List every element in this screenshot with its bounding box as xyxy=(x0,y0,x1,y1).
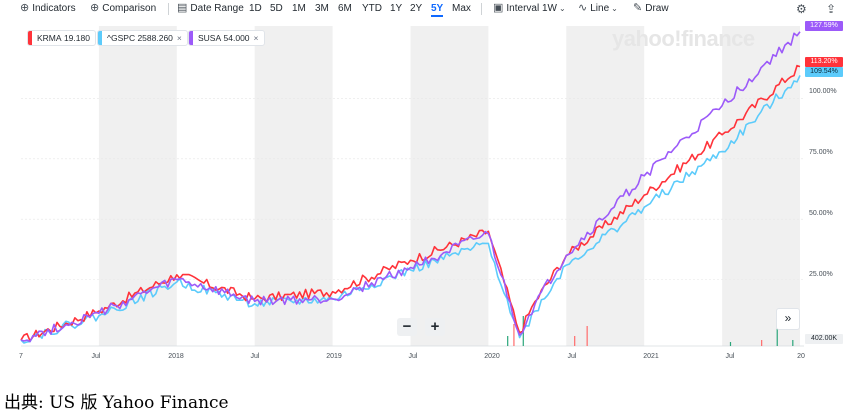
chevron-down-icon: ⌄ xyxy=(611,4,618,13)
plus-circle-icon: ⊕ xyxy=(90,2,100,14)
comparison-label: Comparison xyxy=(102,3,157,14)
toolbar-divider xyxy=(481,3,482,15)
range-5d[interactable]: 5D xyxy=(270,3,283,14)
pencil-icon: ✎ xyxy=(633,2,643,14)
gspc-end-label: 109.54% xyxy=(805,67,843,77)
y-tick-label: 100.00% xyxy=(809,88,837,95)
zoom-out-button[interactable]: − xyxy=(397,318,417,336)
series-line-krma xyxy=(20,64,801,342)
year-band xyxy=(410,26,489,346)
toolbar-divider xyxy=(168,3,169,15)
x-tick-label: 2018 xyxy=(168,353,184,360)
krma-end-label: 113.20% xyxy=(805,57,843,67)
year-band xyxy=(566,26,645,346)
x-tick-label: Jul xyxy=(91,353,101,360)
x-tick-label: 20 xyxy=(797,353,805,360)
krma-color-swatch xyxy=(28,31,32,45)
volume-label: 402.00K xyxy=(805,334,843,344)
ticker-symbol: ^GSPC xyxy=(107,33,136,43)
volume-bar xyxy=(586,326,588,346)
range-1d[interactable]: 1D xyxy=(249,3,262,14)
year-band xyxy=(722,26,800,346)
chart-toolbar: ⊕ Indicators ⊕ Comparison ▤ Date Range 1D 5… xyxy=(0,0,853,18)
ticker-pill-krma[interactable]: KRMA 19.180 xyxy=(27,30,96,46)
date-range-button[interactable]: ▤ Date Range xyxy=(177,2,244,15)
chart-type-label: Line xyxy=(590,3,610,14)
volume-bar xyxy=(574,336,576,346)
ticker-symbol: SUSA xyxy=(198,33,222,43)
ticker-symbol: KRMA xyxy=(37,33,62,43)
range-2y[interactable]: 2Y xyxy=(410,3,423,14)
ticker-pill-gspc[interactable]: ^GSPC 2588.260 × xyxy=(97,30,188,46)
gridlines xyxy=(21,98,804,347)
share-icon[interactable]: ⇪ xyxy=(826,2,837,16)
series-line-susa xyxy=(20,31,801,343)
range-5y[interactable]: 5Y xyxy=(431,2,444,17)
range-ytd[interactable]: YTD xyxy=(362,3,382,14)
gspc-color-swatch xyxy=(98,31,102,45)
chart-type-button[interactable]: ∿ Line ⌄ xyxy=(578,2,621,15)
comparison-button[interactable]: ⊕ Comparison xyxy=(90,2,156,15)
susa-end-label: 127.59% xyxy=(805,21,843,31)
volume-bar xyxy=(513,324,515,346)
expand-range-button[interactable]: » xyxy=(776,308,800,330)
draw-button[interactable]: ✎ Draw xyxy=(633,2,669,15)
range-6m[interactable]: 6M xyxy=(338,3,352,14)
year-band xyxy=(98,26,177,346)
x-tick-label: 2020 xyxy=(484,353,500,360)
range-max[interactable]: Max xyxy=(452,3,471,14)
range-3m[interactable]: 3M xyxy=(315,3,329,14)
indicators-label: Indicators xyxy=(32,3,76,14)
volume-bar xyxy=(507,336,509,346)
calendar-icon: ▤ xyxy=(177,2,188,14)
range-1y[interactable]: 1Y xyxy=(390,3,403,14)
chevron-down-icon: ⌄ xyxy=(558,4,566,13)
series-lines xyxy=(20,31,801,344)
ticker-pill-susa[interactable]: SUSA 54.000 × xyxy=(188,30,265,46)
x-tick-label: 2021 xyxy=(643,353,659,360)
zoom-in-button[interactable]: + xyxy=(425,318,445,336)
ticker-price: 2588.260 xyxy=(137,33,173,43)
yahoo-finance-watermark: yahoo!finance xyxy=(612,26,755,51)
y-tick-label: 50.00% xyxy=(809,210,833,217)
volume-bar xyxy=(776,316,778,346)
comparison-chart[interactable] xyxy=(0,18,853,348)
x-tick-label: Jul xyxy=(250,353,260,360)
range-1m[interactable]: 1M xyxy=(292,3,306,14)
remove-susa-icon[interactable]: × xyxy=(253,33,259,43)
date-range-label: Date Range xyxy=(190,3,244,14)
interval-label: Interval xyxy=(506,3,540,14)
draw-label: Draw xyxy=(645,3,669,14)
interval-button[interactable]: ▣ Interval 1W ⌄ xyxy=(493,2,569,15)
ticker-price: 54.000 xyxy=(223,33,250,43)
year-bands xyxy=(98,26,800,346)
remove-gspc-icon[interactable]: × xyxy=(176,33,182,43)
volume-bar xyxy=(729,342,732,346)
volume-bar xyxy=(792,340,794,346)
susa-color-swatch xyxy=(189,31,193,45)
interval-value: 1W xyxy=(541,3,557,14)
ticker-price: 19.180 xyxy=(63,33,90,43)
y-tick-label: 25.00% xyxy=(809,271,833,278)
indicators-button[interactable]: ⊕ Indicators xyxy=(20,2,76,15)
settings-gear-icon[interactable]: ⚙ xyxy=(796,2,807,16)
x-tick-label: 7 xyxy=(19,353,23,360)
x-tick-label: Jul xyxy=(567,353,577,360)
x-tick-label: Jul xyxy=(725,353,735,360)
x-tick-label: 2019 xyxy=(326,353,342,360)
interval-icon: ▣ xyxy=(493,2,504,14)
volume-bar xyxy=(761,340,763,346)
line-chart-icon: ∿ xyxy=(578,2,588,14)
plus-circle-icon: ⊕ xyxy=(20,2,30,14)
y-tick-label: 75.00% xyxy=(809,149,833,156)
source-caption: 出典: US 版 Yahoo Finance xyxy=(4,393,229,413)
x-tick-label: Jul xyxy=(408,353,418,360)
